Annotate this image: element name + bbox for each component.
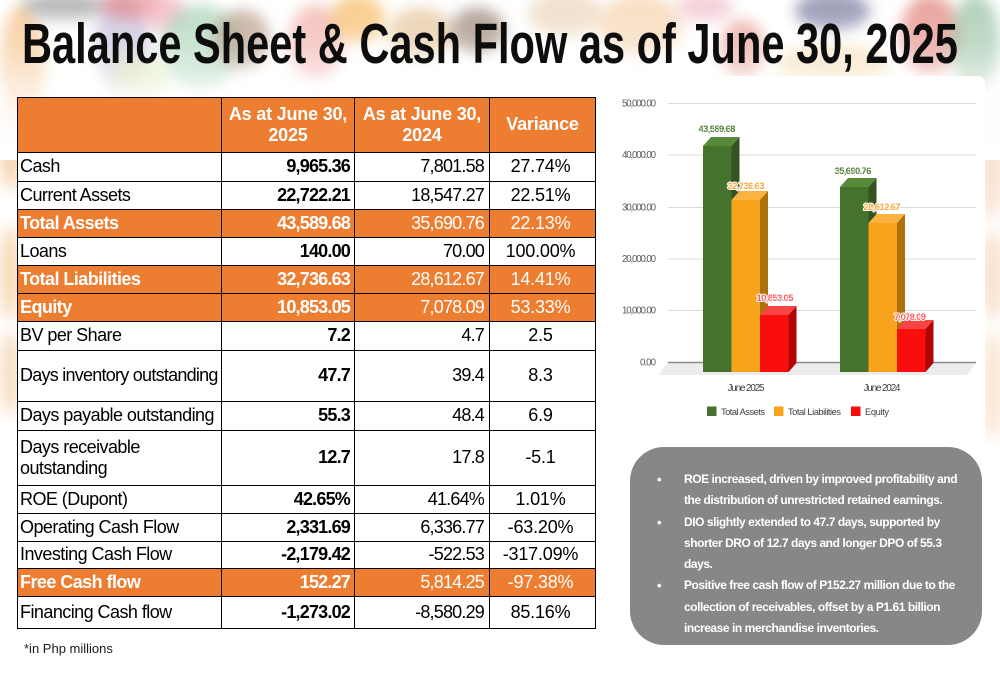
svg-text:40,000.00: 40,000.00 (622, 150, 657, 161)
svg-text:June 2024: June 2024 (864, 383, 902, 394)
svg-text:28,612.67: 28,612.67 (864, 202, 901, 213)
svg-text:7,078.09: 7,078.09 (894, 312, 926, 323)
svg-text:June 2025: June 2025 (728, 383, 766, 394)
svg-text:10,000.00: 10,000.00 (622, 306, 657, 317)
svg-text:50,000.00: 50,000.00 (622, 99, 657, 110)
svg-text:20,000.00: 20,000.00 (622, 254, 657, 265)
svg-text:43,589.68: 43,589.68 (699, 124, 737, 135)
svg-text:10,853.05: 10,853.05 (757, 293, 795, 304)
svg-text:Equity: Equity (865, 407, 889, 417)
svg-text:Total Liabilities: Total Liabilities (788, 407, 841, 417)
svg-text:Total Assets: Total Assets (721, 407, 765, 417)
svg-text:30,000.00: 30,000.00 (622, 203, 657, 214)
svg-text:35,690.76: 35,690.76 (835, 166, 872, 177)
svg-text:32,736.63: 32,736.63 (728, 181, 765, 192)
svg-text:0.00: 0.00 (640, 358, 657, 369)
